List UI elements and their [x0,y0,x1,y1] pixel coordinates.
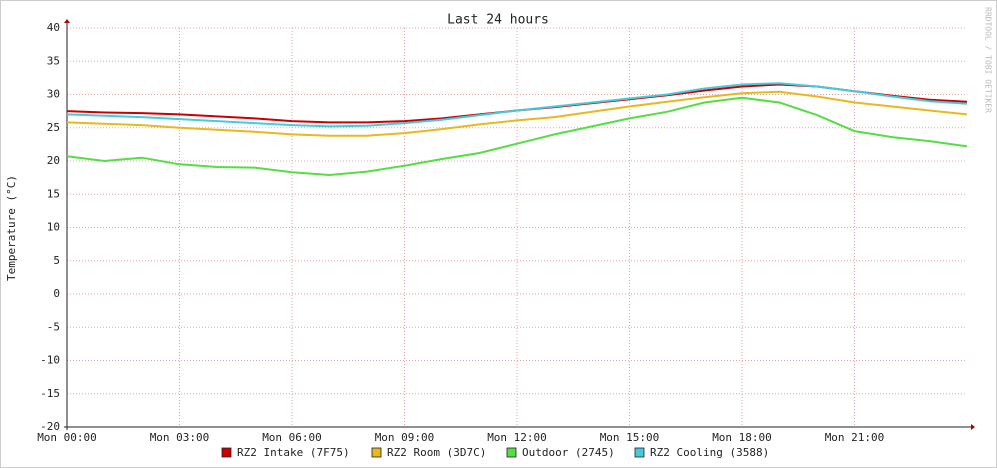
x-tick-label: Mon 21:00 [825,431,885,444]
series-line [66,82,968,128]
legend-label: RZ2 Room (3D7C) [387,446,486,459]
y-tick-label: 35 [47,54,60,67]
legend-label: RZ2 Cooling (3588) [650,446,769,459]
x-tick-label: Mon 03:00 [150,431,210,444]
x-tick-label: Mon 12:00 [487,431,547,444]
chart-title: Last 24 hours [447,13,549,28]
legend-label: Outdoor (2745) [522,446,615,459]
x-tick-label: Mon 06:00 [262,431,322,444]
y-tick-label: -20 [40,420,60,433]
y-tick-label: 15 [47,187,60,200]
y-tick-label: 25 [47,121,60,134]
y-tick-label: 0 [53,287,60,300]
series-line [66,90,968,137]
axis-arrow [64,19,70,23]
legend-swatch [634,447,645,458]
y-tick-label: 20 [47,154,60,167]
legend-label: RZ2 Intake (7F75) [237,446,350,459]
y-tick-label: 10 [47,221,60,234]
axis-arrow [971,424,975,430]
x-tick-label: Mon 00:00 [37,431,97,444]
y-tick-label: 5 [53,254,60,267]
y-tick-label: -5 [47,320,60,333]
y-tick-label: 40 [47,21,60,34]
legend-swatch [221,447,232,458]
series-line [66,96,968,177]
x-tick-label: Mon 15:00 [600,431,660,444]
y-tick-label: -15 [40,387,60,400]
x-tick-label: Mon 09:00 [375,431,435,444]
y-tick-label: -10 [40,354,60,367]
legend-swatch [506,447,517,458]
y-tick-label: 30 [47,88,60,101]
x-tick-label: Mon 18:00 [712,431,772,444]
legend-swatch [371,447,382,458]
y-axis-label: Temperature (°C) [5,175,18,281]
watermark: RRDTOOL / TOBI OETIKER [984,7,993,113]
